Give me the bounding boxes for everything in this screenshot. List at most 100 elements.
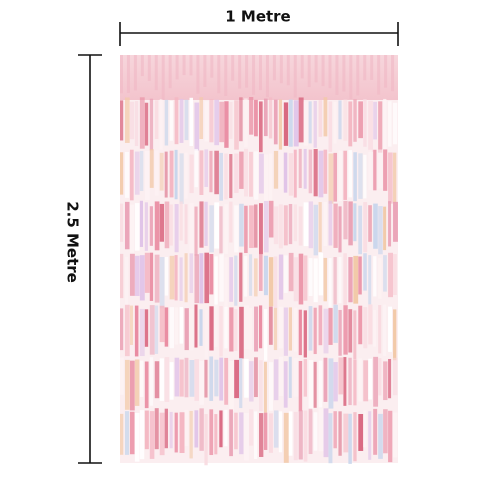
fringe-strip (129, 411, 135, 455)
fringe-strip (239, 412, 244, 455)
fringe-strip (358, 358, 362, 402)
fringe-strip (234, 205, 239, 253)
fringe-strip (363, 202, 368, 253)
fringe-strip (164, 151, 168, 198)
fringe-strip (273, 206, 279, 245)
fringe-strip (353, 99, 357, 142)
fringe-strip (308, 101, 312, 144)
fringe-strip (388, 410, 393, 463)
fringe-strip (179, 307, 184, 344)
fringe-strip (328, 413, 333, 464)
fringe-strip (318, 150, 324, 198)
fringe-strip (343, 150, 347, 200)
fringe-strip (194, 359, 199, 401)
fringe-strip (219, 253, 224, 302)
fringe-strip (174, 255, 178, 301)
fringe-strip (293, 411, 298, 461)
fringe-strip (189, 154, 194, 194)
fringe-strip (278, 99, 283, 150)
fringe-strip (383, 255, 387, 292)
fringe-strip (124, 256, 128, 307)
fringe-strip (378, 305, 382, 354)
fringe-strip (348, 101, 353, 147)
fringe-strip (169, 204, 173, 246)
fringe-strip (278, 254, 284, 300)
fringe-strip (259, 305, 263, 349)
fringe-strip (393, 412, 398, 458)
fringe-strip (323, 257, 328, 302)
fringe-strip (134, 101, 139, 147)
fringe-strip (214, 202, 220, 249)
fringe-strip (348, 201, 353, 246)
fringe-strip (278, 204, 283, 249)
fringe-strip (134, 359, 140, 406)
fringe-strip (194, 102, 200, 151)
fringe-strip (184, 253, 188, 303)
fringe-strip (303, 202, 309, 247)
fringe-strip (144, 150, 150, 200)
fringe-strip (278, 149, 283, 190)
fringe-strip (268, 306, 273, 345)
fringe-strip (263, 361, 267, 413)
fringe-strip (164, 201, 170, 249)
fringe-strip (283, 152, 288, 193)
fringe-strip (338, 150, 343, 202)
fringe-strip (194, 304, 198, 348)
fringe-strip (169, 255, 175, 300)
header-fringe (154, 55, 158, 91)
fringe-strip (373, 101, 377, 140)
fringe-strip (154, 150, 159, 196)
fringe-strip (244, 256, 248, 297)
fringe-strip (298, 206, 303, 246)
fringe-strip (263, 309, 268, 361)
fringe-strip (169, 411, 173, 449)
fringe-strip (353, 203, 357, 242)
fringe-strip (318, 252, 324, 296)
fringe-strip (244, 148, 248, 197)
fringe-strip (129, 149, 134, 201)
fringe-strip (393, 254, 397, 295)
fringe-strip (348, 309, 353, 353)
fringe-strip (139, 150, 144, 192)
fringe-strip (383, 149, 388, 191)
fringe-strip (194, 206, 198, 256)
header-fringe (356, 55, 360, 96)
fringe-strip (164, 257, 169, 296)
fringe-strip (229, 409, 233, 457)
fringe-strip (254, 357, 258, 398)
fringe-strip (263, 412, 268, 450)
fringe-strip (338, 256, 342, 304)
fringe-strip (189, 203, 194, 254)
header-fringe (140, 55, 144, 77)
header-fringe (321, 55, 325, 87)
fringe-strip (283, 307, 288, 356)
fringe-strip (259, 413, 264, 457)
fringe-strip (323, 149, 328, 194)
fringe-strip (234, 153, 239, 193)
fringe-strip (249, 409, 254, 446)
fringe-strip (358, 256, 362, 295)
fringe-strip (124, 201, 130, 250)
header-fringe (377, 55, 381, 95)
fringe-strip (179, 98, 184, 143)
header-fringe (293, 55, 297, 98)
header-fringe (120, 55, 123, 94)
fringe-strip (313, 204, 319, 256)
fringe-strip (144, 361, 149, 409)
header-fringe (224, 55, 228, 96)
fringe-strip (214, 150, 219, 195)
fringe-strip (129, 101, 135, 140)
header-fringe (252, 55, 256, 95)
fringe-strip (343, 99, 348, 141)
fringe-strip (214, 359, 219, 397)
fringe-strip (204, 359, 208, 398)
fringe-strip (313, 412, 318, 451)
fringe-strip (288, 252, 294, 292)
fringe-strip (129, 253, 135, 296)
fringe-strip (368, 100, 373, 152)
fringe-strip (298, 360, 303, 412)
fringe-strip (273, 150, 279, 189)
fringe-strip (154, 408, 159, 450)
fringe-strip (184, 152, 188, 199)
